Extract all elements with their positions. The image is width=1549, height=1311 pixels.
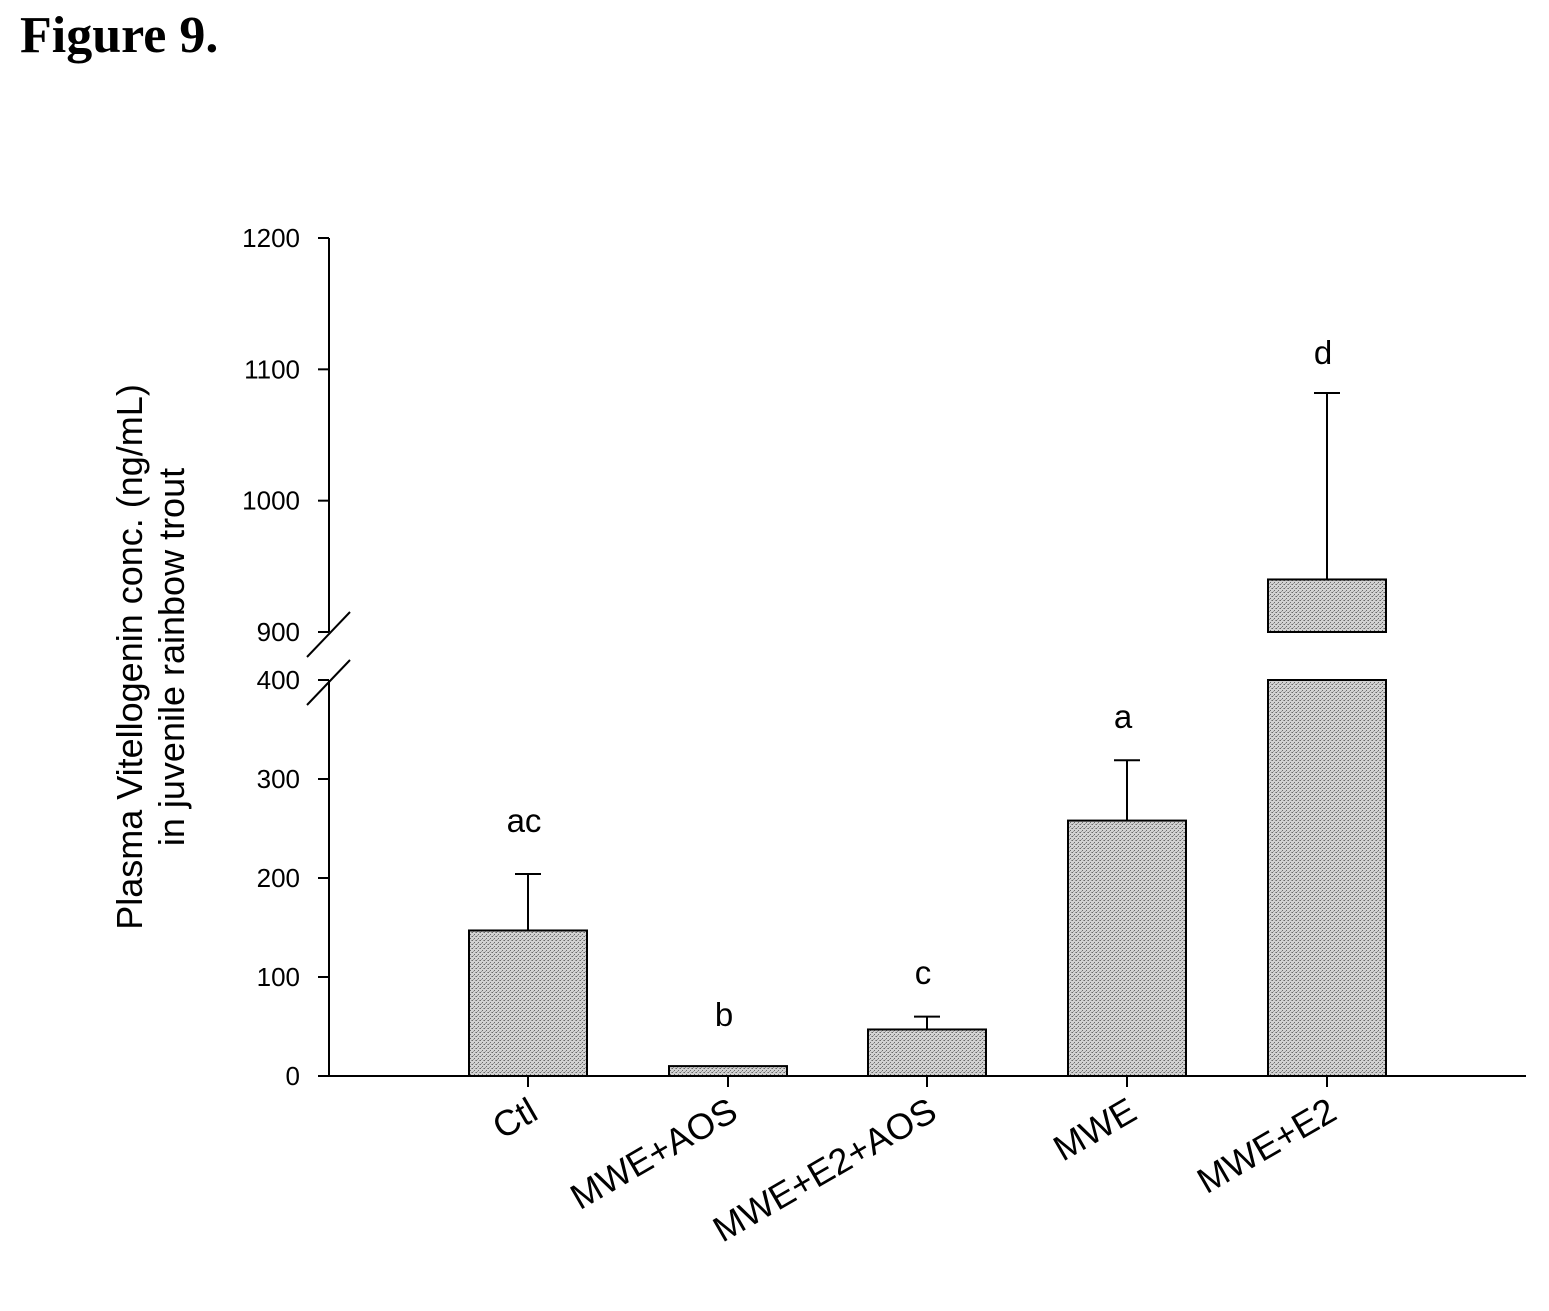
y-axis-title-line: Plasma Vitellogenin conc. (ng/mL) [109,384,150,930]
bar [1267,679,1387,1077]
y-tick-label: 1200 [242,223,300,253]
y-tick-label: 0 [286,1061,300,1091]
figure-title: Figure 9. [20,7,219,64]
y-tick-label: 100 [257,962,300,992]
significance-label: d [1314,334,1332,371]
bar [668,1065,788,1077]
axis-break-mark [306,659,351,706]
bar [867,1028,987,1077]
y-tick-label: 200 [257,863,300,893]
bar [468,929,588,1077]
bars-group [468,391,1387,1078]
x-tick-label: MWE+AOS [563,1089,744,1217]
axis-break-mark [306,611,351,658]
bar-upper-segment [1267,578,1387,634]
x-tick-label: Ctl [485,1089,544,1147]
significance-label: c [915,954,932,991]
y-axis-title-line: in juvenile rainbow trout [151,468,192,846]
y-tick-label: 900 [257,617,300,647]
y-tick-label: 1100 [244,354,300,384]
significance-label: ac [507,802,542,839]
bar [1067,819,1187,1078]
x-tick-label: MWE+E2+AOS [706,1089,943,1250]
significance-label: b [715,996,733,1033]
significance-label: a [1114,698,1133,735]
y-tick-label: 1000 [242,486,300,516]
x-tick-label: MWE [1046,1089,1143,1168]
x-tick-label: MWE+E2 [1190,1089,1343,1201]
y-axis-title: Plasma Vitellogenin conc. (ng/mL)in juve… [109,384,192,930]
y-tick-label: 400 [257,665,300,695]
y-tick-label: 300 [257,764,300,794]
